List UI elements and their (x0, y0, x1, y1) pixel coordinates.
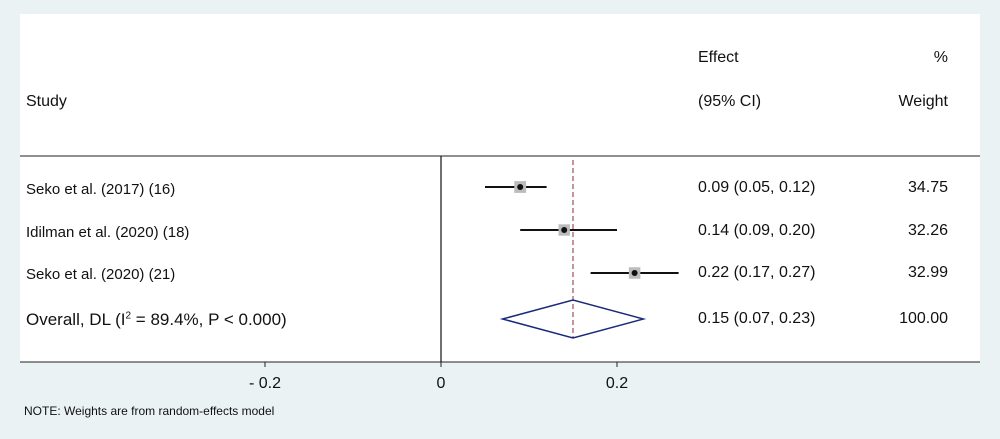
weight-header-line1: % (933, 49, 948, 66)
study-weight: 32.99 (907, 264, 948, 281)
study-ci-text: 0.09 (0.05, 0.12) (698, 179, 816, 196)
study-point-estimate (561, 227, 568, 233)
x-axis-tick-label: - 0.2 (249, 375, 281, 392)
weight-header-line2: Weight (898, 93, 948, 110)
overall-label: Overall, DL (I2 = 89.4%, P < 0.000) (26, 310, 287, 329)
study-ci-text: 0.22 (0.17, 0.27) (698, 264, 816, 281)
x-axis-tick-label: 0 (437, 375, 446, 392)
study-header: Study (26, 93, 67, 110)
study-point-estimate (517, 184, 524, 190)
study-label: Seko et al. (2017) (16) (26, 181, 176, 198)
footnote: NOTE: Weights are from random-effects mo… (24, 404, 275, 418)
effect-header-line1: Effect (698, 49, 739, 66)
study-label: Idilman et al. (2020) (18) (26, 224, 190, 241)
study-point-estimate (631, 270, 638, 276)
x-axis-tick-label: 0.2 (606, 375, 628, 392)
study-ci-text: 0.14 (0.09, 0.20) (698, 222, 816, 239)
study-label: Seko et al. (2020) (21) (26, 266, 176, 283)
study-weight: 34.75 (907, 179, 948, 196)
study-weight: 32.26 (907, 222, 948, 239)
pooled-effect-diamond (499, 299, 647, 339)
pooled-ci-text: 0.15 (0.07, 0.23) (698, 310, 816, 327)
pooled-weight: 100.00 (899, 310, 948, 327)
effect-header-line2: (95% CI) (698, 93, 762, 110)
